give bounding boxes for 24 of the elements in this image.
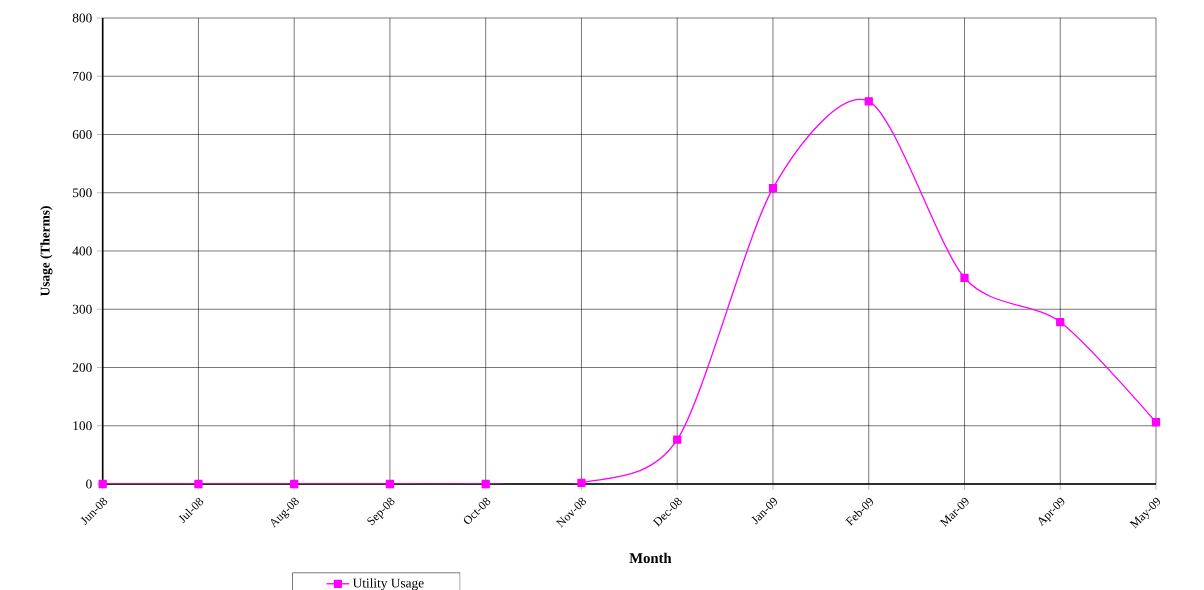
point: [768, 183, 778, 193]
point: [194, 479, 203, 489]
y-tick-label: 100: [73, 421, 92, 431]
legend-label: Utility Usage: [352, 578, 424, 590]
y-tick-label: 400: [72, 246, 92, 256]
y-tick-label: 0: [86, 479, 92, 489]
x-axis-title: Month: [629, 552, 672, 564]
point: [481, 479, 490, 489]
point: [1151, 418, 1161, 427]
y-tick-label: 500: [73, 188, 92, 198]
y-tick-label: 300: [72, 304, 92, 314]
point: [960, 273, 969, 282]
y-tick-label: 200: [72, 363, 92, 372]
point: [673, 435, 682, 444]
y-tick-label: 700: [73, 71, 92, 81]
point: [577, 478, 586, 487]
y-axis-title: Usage (Therms): [40, 206, 53, 297]
point: [864, 97, 873, 106]
y-tick-label: 600: [72, 130, 92, 139]
point: [1056, 317, 1065, 327]
point: [98, 479, 107, 489]
y-tick-label: 800: [72, 13, 92, 23]
point: [290, 479, 299, 489]
point: [385, 479, 395, 489]
